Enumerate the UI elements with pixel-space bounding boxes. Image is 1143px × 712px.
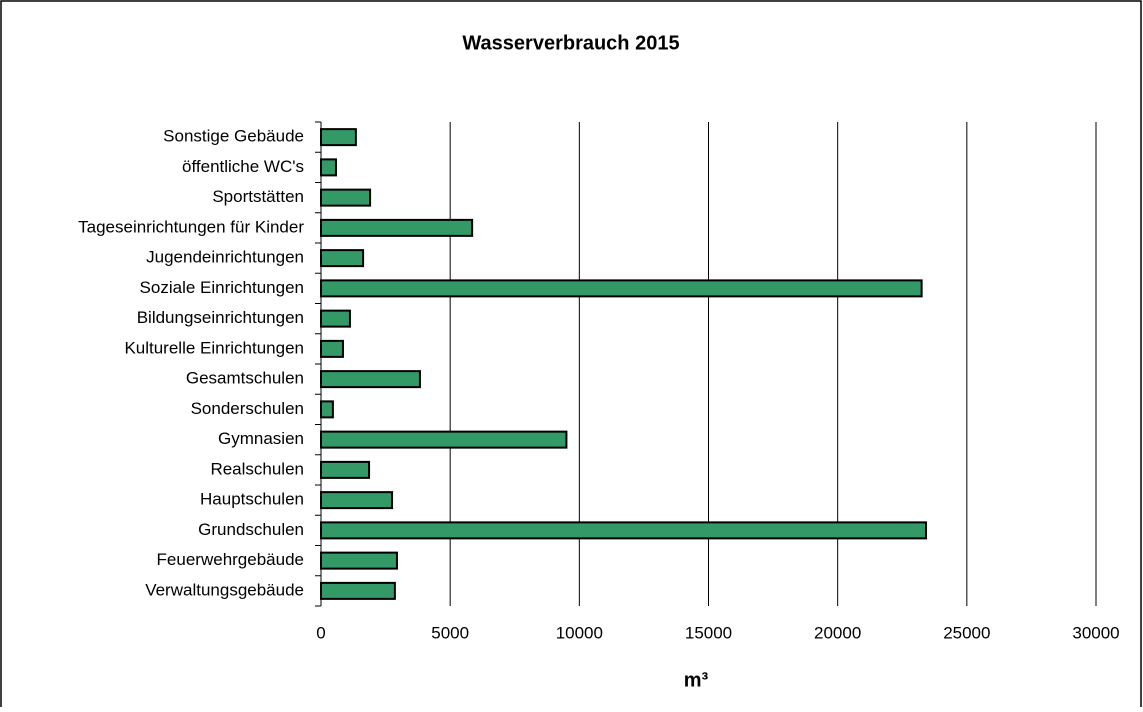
x-tick-label: 30000 [1072,623,1119,642]
x-tick-label: 15000 [685,623,732,642]
y-tick-label: Realschulen [210,459,304,478]
y-tick-label: Sonderschulen [191,399,304,418]
y-tick-label: Kulturelle Einrichtungen [124,338,304,357]
x-tick-label: 20000 [814,623,861,642]
bar [320,581,396,600]
bar [320,460,371,479]
y-tick-label: Sonstige Gebäude [163,127,304,146]
y-tick-label: Verwaltungsgebäude [145,580,304,599]
bar [320,188,372,207]
y-tick-label: Feuerwehrgebäude [157,550,304,569]
bar [320,491,394,510]
bar [320,430,568,449]
x-tick-label: 10000 [556,623,603,642]
y-tick-label: Bildungseinrichtungen [137,308,304,327]
bar [320,279,923,298]
bar [320,551,398,570]
bar [320,521,928,540]
y-tick-label: Gesamtschulen [186,369,304,388]
y-tick-label: Jugendeinrichtungen [146,248,304,267]
bar [320,249,365,268]
y-tick-label: Sportstätten [212,187,304,206]
bar [320,158,337,177]
y-tick-label: Soziale Einrichtungen [140,278,304,297]
y-tick-label: Grundschulen [198,520,304,539]
bar [320,309,351,328]
chart-title: Wasserverbrauch 2015 [462,32,679,54]
bar [320,128,357,147]
x-tick-label: 5000 [431,623,469,642]
bar [320,218,474,237]
x-tick-label: 25000 [943,623,990,642]
y-tick-label: Hauptschulen [200,490,304,509]
y-tick-label: öffentliche WC's [182,157,304,176]
bar [320,339,344,358]
x-tick-label: 0 [316,623,325,642]
bar [320,400,334,419]
y-tick-label: Tageseinrichtungen für Kinder [78,217,304,236]
y-tick-label: Gymnasien [218,429,304,448]
bar [320,370,421,389]
x-axis-label: m³ [684,669,709,691]
